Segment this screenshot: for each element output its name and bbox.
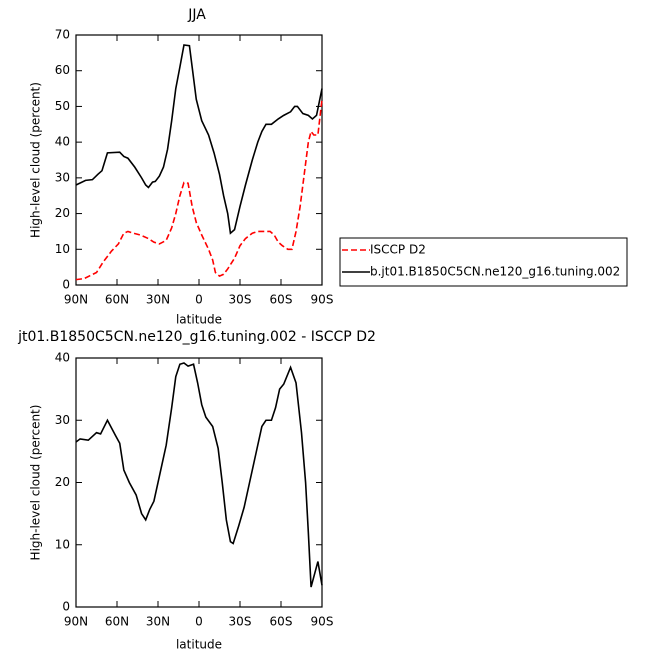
y-axis-label: High-level cloud (percent) bbox=[29, 82, 43, 238]
x-tick-label: 30S bbox=[229, 293, 252, 307]
y-tick-label: 10 bbox=[55, 242, 70, 256]
x-tick-label: 90N bbox=[64, 615, 88, 629]
x-tick-label: 90S bbox=[311, 615, 334, 629]
y-tick-label: 40 bbox=[55, 135, 70, 149]
legend-box bbox=[339, 237, 628, 287]
y-tick-label: 40 bbox=[55, 351, 70, 365]
data-line bbox=[75, 362, 323, 588]
y-tick-label: 20 bbox=[55, 475, 70, 489]
x-tick-label: 60S bbox=[270, 615, 293, 629]
x-tick-label: 30N bbox=[146, 293, 170, 307]
legend-label: ISCCP D2 bbox=[370, 243, 426, 257]
x-tick-label: 30N bbox=[146, 615, 170, 629]
y-tick-label: 0 bbox=[62, 600, 70, 614]
y-tick-label: 20 bbox=[55, 206, 70, 220]
y-tick-label: 30 bbox=[55, 170, 70, 184]
y-tick-label: 50 bbox=[55, 99, 70, 113]
x-tick-label: 90S bbox=[311, 293, 334, 307]
x-tick-label: 60N bbox=[105, 615, 129, 629]
x-axis-label: latitude bbox=[176, 638, 222, 652]
data-line bbox=[75, 99, 323, 281]
x-axis-label: latitude bbox=[176, 313, 222, 327]
y-axis-label: High-level cloud (percent) bbox=[29, 405, 43, 561]
x-tick-label: 0 bbox=[195, 293, 203, 307]
chart-title: jt01.B1850C5CN.ne120_g16.tuning.002 - IS… bbox=[17, 329, 376, 345]
x-tick-label: 60N bbox=[105, 293, 129, 307]
x-tick-label: 0 bbox=[195, 615, 203, 629]
y-tick-label: 30 bbox=[55, 413, 70, 427]
y-tick-label: 60 bbox=[55, 63, 70, 77]
chart-title: JJA bbox=[187, 7, 206, 23]
x-tick-label: 30S bbox=[229, 615, 252, 629]
x-tick-label: 90N bbox=[64, 293, 88, 307]
legend-label: b.jt01.B1850C5CN.ne120_g16.tuning.002 bbox=[370, 265, 620, 279]
data-line bbox=[75, 44, 323, 235]
y-tick-label: 70 bbox=[55, 28, 70, 42]
x-tick-label: 60S bbox=[270, 293, 293, 307]
y-tick-label: 10 bbox=[55, 537, 70, 551]
plot-frame bbox=[75, 34, 323, 286]
y-tick-label: 0 bbox=[62, 278, 70, 292]
plot-frame bbox=[75, 357, 323, 608]
